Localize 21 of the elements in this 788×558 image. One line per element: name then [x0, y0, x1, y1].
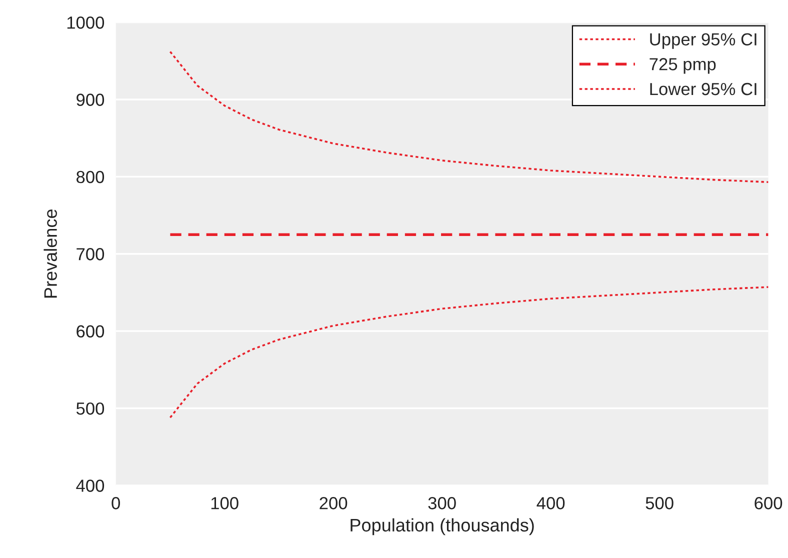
- y-tick-label: 400: [76, 480, 104, 492]
- legend-label: 725 pmp: [650, 58, 716, 74]
- y-tick-label: 600: [76, 325, 104, 338]
- legend-label: Upper 95% CI: [650, 33, 756, 49]
- x-tick-label: 400: [536, 497, 565, 510]
- x-tick-label: 300: [428, 497, 456, 510]
- x-axis-title: Population (thousands): [350, 518, 534, 536]
- y-tick-label: 500: [76, 402, 104, 415]
- y-tick-label: 700: [76, 248, 104, 260]
- y-tick-label: 800: [76, 170, 104, 184]
- y-tick-label: 900: [76, 94, 104, 106]
- line-series: [169, 286, 768, 418]
- legend-label: Lower 95% CI: [650, 82, 756, 96]
- x-tick-label: 0: [112, 497, 120, 510]
- line-series: [169, 50, 768, 184]
- x-tick-label: 600: [754, 497, 782, 510]
- x-tick-label: 500: [646, 497, 674, 510]
- x-tick-label: 200: [320, 497, 348, 510]
- y-axis-title: Prevalence: [44, 210, 57, 298]
- x-tick-label: 100: [211, 497, 238, 510]
- y-tick-label: 1000: [67, 16, 104, 29]
